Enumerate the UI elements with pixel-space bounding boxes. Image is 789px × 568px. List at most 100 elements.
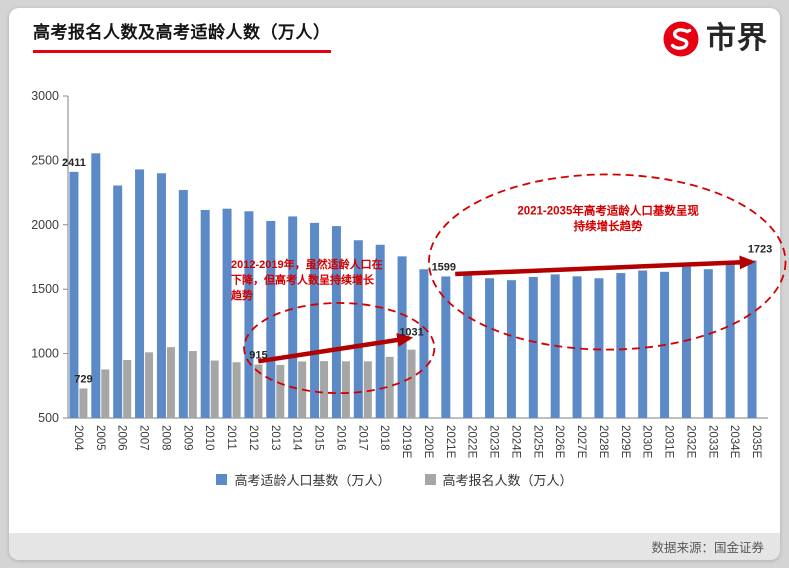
x-tick-label-2007: 2007	[138, 425, 150, 451]
x-tick-label-2025E: 2025E	[531, 425, 543, 459]
x-tick-label-2027E: 2027E	[575, 425, 587, 459]
y-tick-label-3000: 3000	[31, 89, 59, 103]
x-tick-label-2016: 2016	[334, 425, 346, 451]
x-tick-label-2015: 2015	[313, 425, 325, 451]
bar-blue-2030E	[638, 270, 648, 418]
bar-blue-2007	[135, 169, 145, 418]
y-tick-label-2500: 2500	[31, 153, 59, 167]
y-tick-label-500: 500	[38, 411, 59, 425]
bar-blue-2020E	[419, 269, 429, 418]
x-tick-label-2010: 2010	[203, 425, 215, 451]
bar-gray-2017	[363, 361, 372, 418]
chart-plot: 500 1000 1500 2000 2500 3000 2004 2005 2006 2007 2…	[31, 89, 787, 459]
x-tick-label-2020E: 2020E	[422, 425, 434, 459]
bar-blue-2010	[200, 209, 210, 418]
legend-swatch-gray	[424, 474, 436, 485]
x-tick-label-2032E: 2032E	[684, 425, 696, 459]
chart-legend: 高考适龄人口基数（万人） 高考报名人数（万人）	[9, 470, 780, 489]
legend-item-population-base: 高考适龄人口基数（万人）	[216, 470, 391, 489]
bar-gray-2016	[341, 361, 350, 418]
bar-blue-2014	[288, 216, 298, 418]
bar-blue-2013	[266, 220, 276, 418]
bar-blue-2024E	[506, 280, 516, 418]
x-tick-label-2008: 2008	[159, 425, 171, 451]
x-tick-label-2017: 2017	[356, 425, 368, 451]
bar-blue-2008	[156, 173, 166, 418]
infographic-card: 高考报名人数及高考适龄人数（万人） 市界 500 1000 1500 2000 2500…	[9, 8, 787, 560]
bar-blue-2035E	[747, 260, 757, 418]
y-tick-label-1500: 1500	[31, 282, 59, 296]
bar-blue-2017	[353, 240, 363, 418]
bar-blue-2034E	[725, 261, 735, 418]
bar-blue-2021E	[441, 276, 451, 418]
bar-gray-2013	[276, 364, 285, 418]
x-tick-label-2019E: 2019E	[400, 425, 412, 459]
bar-blue-2027E	[572, 276, 582, 418]
legend-item-registrations: 高考报名人数（万人）	[424, 470, 573, 489]
bar-blue-2006	[113, 185, 123, 418]
x-tick-label-2022E: 2022E	[466, 425, 478, 459]
bar-blue-2023E	[485, 278, 495, 418]
bar-blue-2004	[69, 171, 79, 418]
bar-blue-2011	[222, 208, 232, 418]
legend-label-registrations: 高考报名人数（万人）	[442, 473, 573, 488]
x-tick-label-2035E: 2035E	[750, 425, 762, 459]
x-tick-label-2011: 2011	[225, 425, 237, 450]
x-tick-label-2029E: 2029E	[619, 425, 631, 459]
x-tick-label-2004: 2004	[72, 425, 84, 451]
bar-gray-2006	[123, 360, 132, 418]
bar-gray-2011	[232, 362, 241, 418]
bar-blue-2028E	[594, 278, 604, 418]
x-tick-label-2014: 2014	[291, 425, 303, 451]
x-tick-label-2006: 2006	[116, 425, 128, 451]
bar-gray-2015	[320, 361, 329, 418]
bar-gray-2005	[101, 369, 110, 418]
header: 高考报名人数及高考适龄人数（万人） 市界	[9, 8, 780, 58]
bar-blue-2015	[310, 222, 320, 418]
y-tick-label-1000: 1000	[31, 347, 59, 361]
x-tick-label-2018: 2018	[378, 425, 390, 451]
x-tick-label-2033E: 2033E	[706, 425, 718, 459]
bar-gray-2019E	[407, 349, 416, 418]
annotation-ellipse	[428, 173, 787, 351]
bar-gray-2007	[145, 352, 154, 418]
bar-blue-2016	[331, 226, 341, 418]
bar-blue-2009	[178, 190, 188, 418]
bar-blue-2022E	[463, 275, 473, 418]
bar-gray-2018	[385, 356, 394, 418]
bar-gray-2012	[254, 364, 263, 418]
annotation-trend-arrow	[257, 333, 414, 364]
bar-value-label-729: 729	[74, 374, 92, 386]
x-tick-label-2023E: 2023E	[488, 425, 500, 459]
bar-blue-2029E	[616, 273, 626, 418]
x-tick-label-2013: 2013	[269, 425, 281, 451]
source-bar: 数据来源：国金证券	[9, 533, 780, 560]
x-tick-label-2030E: 2030E	[641, 425, 653, 459]
y-tick-label-2000: 2000	[31, 218, 59, 232]
bar-value-label-915: 915	[249, 350, 267, 362]
brand-logo: 市界	[662, 20, 768, 58]
x-tick-label-2024E: 2024E	[509, 425, 521, 459]
legend-label-population-base: 高考适龄人口基数（万人）	[234, 473, 391, 488]
bar-gray-2009	[188, 351, 197, 418]
bar-blue-2032E	[681, 266, 691, 418]
bar-gray-2004	[79, 388, 88, 418]
brand-logo-icon	[663, 21, 699, 57]
bar-value-label-1599: 1599	[432, 261, 456, 273]
brand-logo-text: 市界	[706, 22, 768, 55]
bar-value-label-2411: 2411	[62, 157, 86, 169]
bar-blue-2005	[91, 153, 101, 418]
x-tick-label-2031E: 2031E	[663, 425, 675, 459]
bar-blue-2025E	[528, 276, 538, 418]
x-tick-label-2005: 2005	[94, 425, 106, 451]
chart-area: 500 1000 1500 2000 2500 3000 2004 2005 2006 2007 2…	[11, 72, 787, 469]
annotation-note: 2021-2035年高考适龄人口基数呈现持续增长趋势	[517, 203, 699, 233]
bar-blue-2012	[244, 211, 254, 418]
annotation-note: 2012-2019年，虽然适龄人口在下降，但高考人数呈持续增长趋势	[231, 257, 383, 302]
page-title: 高考报名人数及高考适龄人数（万人）	[33, 22, 331, 54]
x-tick-label-2026E: 2026E	[553, 425, 565, 459]
annotation-trend-arrow	[455, 255, 756, 277]
x-tick-label-2028E: 2028E	[597, 425, 609, 459]
bar-gray-2008	[166, 347, 175, 418]
bar-gray-2010	[210, 360, 219, 418]
